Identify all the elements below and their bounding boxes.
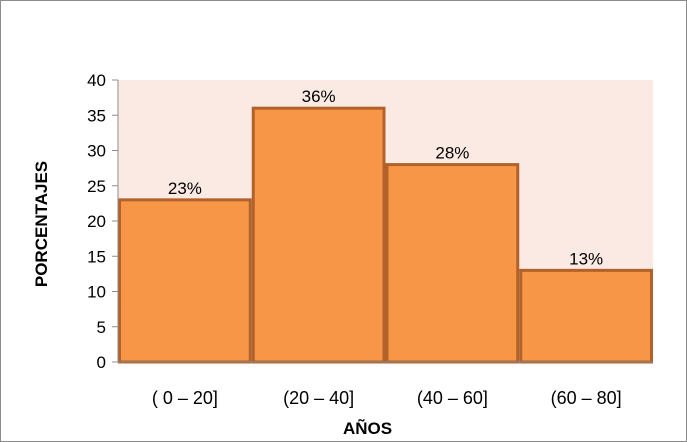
y-tick-label-35: 35 <box>87 106 106 125</box>
y-tick-label-25: 25 <box>87 177 106 196</box>
bar-3 <box>385 163 520 364</box>
y-tick-label-10: 10 <box>87 283 106 302</box>
y-tick-label-20: 20 <box>87 212 106 231</box>
data-label-3: 28% <box>435 144 469 163</box>
bar-2 <box>251 106 386 364</box>
y-tick-label-30: 30 <box>87 142 106 161</box>
category-label-1: ( 0 – 20] <box>152 388 218 408</box>
y-tick-label-15: 15 <box>87 247 106 266</box>
y-tick-label-40: 40 <box>87 71 106 90</box>
category-label-4: (60 – 80] <box>551 388 622 408</box>
data-label-1: 23% <box>168 179 202 198</box>
y-tick-label-5: 5 <box>97 318 106 337</box>
data-label-2: 36% <box>302 87 336 106</box>
axes-group: 0 5 10 15 20 25 30 35 40 <box>87 71 653 372</box>
y-axis-title: PORCENTAJES <box>32 161 51 287</box>
bar-4 <box>519 268 653 364</box>
x-axis-title: AÑOS <box>343 418 392 438</box>
category-label-3: (40 – 60] <box>417 388 488 408</box>
bar-1 <box>118 198 252 364</box>
bars-group <box>118 106 653 364</box>
labels-group: 23% ( 0 – 20] 36% (20 – 40] 28% (40 – 60] 13% (… <box>152 87 622 408</box>
y-tick-label-0: 0 <box>97 353 106 372</box>
category-label-2: (20 – 40] <box>283 388 354 408</box>
data-label-4: 13% <box>569 249 603 268</box>
